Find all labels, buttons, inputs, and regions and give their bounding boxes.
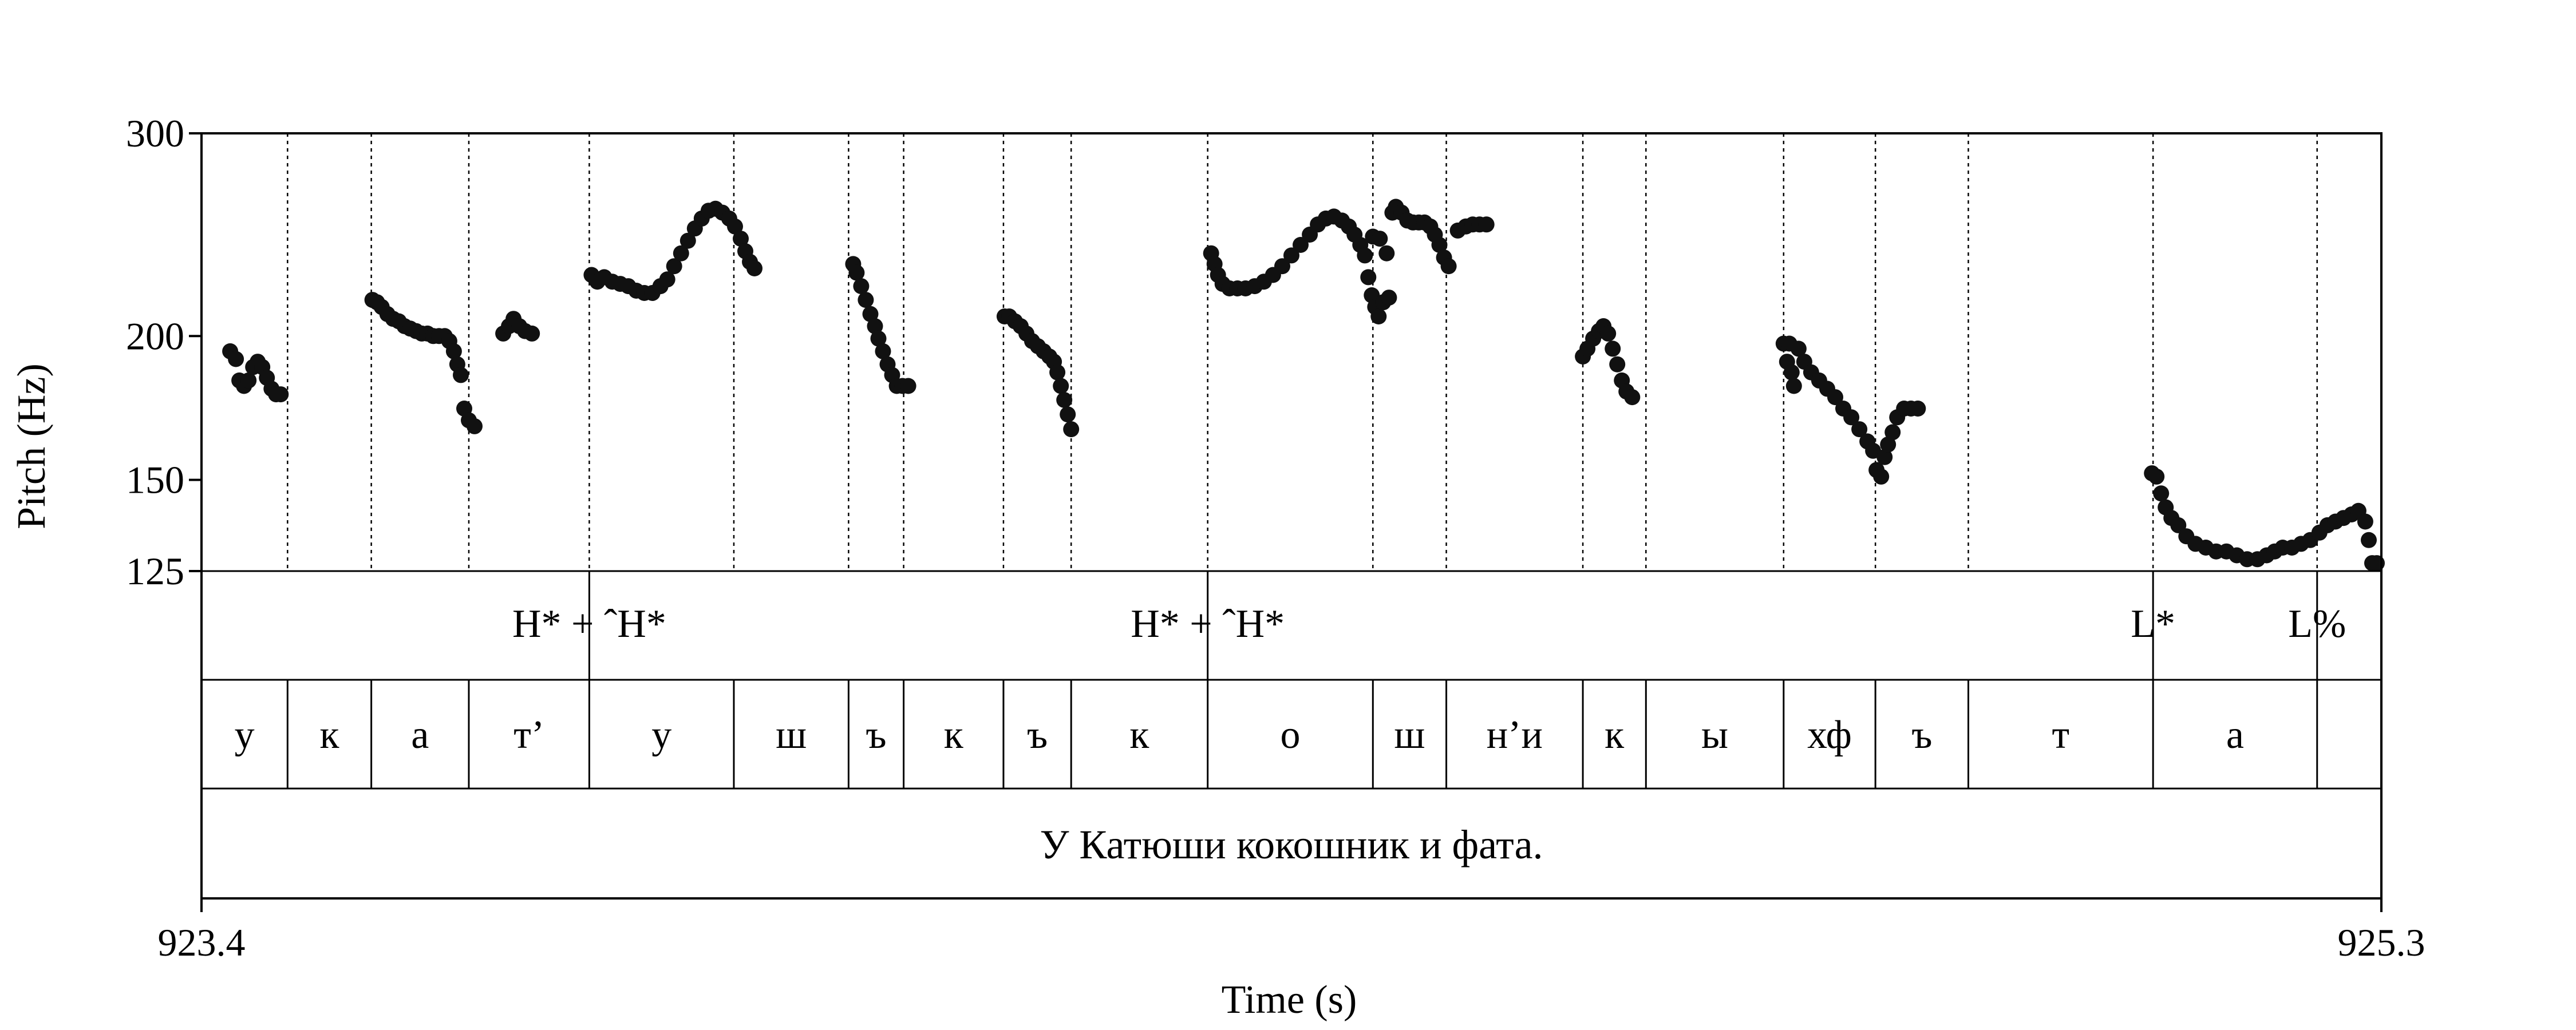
pitch-point-3-6	[524, 325, 540, 342]
pitch-point-5-8	[875, 343, 891, 359]
pitch-point-7-22	[1357, 247, 1373, 264]
pitch-point-7-26	[1370, 308, 1387, 324]
y-tick-label-1: 300	[126, 112, 184, 155]
y-tick-label-4: 125	[126, 549, 184, 593]
pitch-point-4-12	[666, 258, 682, 275]
pitch-plot	[222, 133, 2385, 572]
pitch-point-6-11	[1049, 364, 1066, 381]
segment-label-12: ш	[1394, 713, 1425, 757]
pitch-point-11-28	[2361, 532, 2377, 548]
pitch-point-10-25	[1910, 401, 1926, 417]
pitch-point-9-6	[1600, 325, 1617, 342]
pitch-point-8-2	[1372, 231, 1388, 247]
pitch-point-4-14	[679, 232, 696, 249]
pitch-point-7-12	[1283, 247, 1299, 264]
pitch-point-10-21	[1884, 424, 1901, 441]
segment-label-11: о	[1280, 713, 1300, 757]
pitch-point-10-14	[1851, 421, 1868, 438]
pitch-point-5-7	[870, 330, 887, 347]
segment-label-1: у	[235, 713, 255, 757]
pitch-point-6-14	[1060, 406, 1076, 423]
pitch-point-10-19	[1876, 449, 1893, 465]
pitch-point-7-11	[1274, 258, 1290, 275]
pitch-point-2-21	[467, 418, 483, 434]
segment-label-6: ш	[776, 713, 807, 757]
pitch-point-4-11	[659, 271, 675, 288]
pitch-point-5-2	[848, 264, 865, 281]
pitch-point-10-4	[1783, 364, 1800, 381]
pitch-point-5-6	[867, 318, 883, 334]
pitch-point-10-5	[1785, 378, 1802, 394]
pitch-point-8-20	[1478, 216, 1495, 233]
pitch-point-6-13	[1056, 392, 1073, 408]
tone-label-3: L*	[2131, 602, 2175, 646]
segment-label-7: ъ	[866, 713, 886, 757]
pitch-point-5-4	[858, 292, 874, 308]
pitch-point-1-2	[228, 351, 244, 367]
segment-label-16: хф	[1807, 713, 1852, 757]
x-tick-label-1: 923.4	[158, 921, 246, 964]
segment-label-10: к	[1129, 713, 1149, 757]
segment-label-3: а	[411, 713, 429, 757]
pitch-point-2-18	[453, 367, 469, 383]
y-tick-label-2: 200	[126, 314, 184, 358]
tone-label-1: H* + ˆH*	[512, 602, 666, 646]
pitch-point-4-22	[733, 231, 749, 247]
pitch-point-1-12	[272, 386, 289, 403]
segment-label-18: т	[2052, 713, 2070, 757]
pitch-point-4-25	[746, 260, 762, 276]
pitch-point-10-6	[1790, 340, 1807, 357]
pitch-point-4-13	[673, 245, 689, 262]
pitch-point-6-15	[1063, 421, 1080, 438]
pitch-point-6-12	[1053, 378, 1069, 394]
tone-label-2: H* + ˆH*	[1131, 602, 1285, 646]
segment-label-17: ъ	[1911, 713, 1932, 757]
axes: 300 200 150 125 923.4 925.3	[126, 112, 2425, 964]
pitch-point-8-3	[1378, 245, 1395, 262]
segment-label-4: т’	[513, 713, 544, 757]
segment-label-13: н’и	[1487, 713, 1543, 757]
pitch-point-7-23	[1360, 269, 1377, 286]
segment-label-14: к	[1605, 713, 1625, 757]
x-axis-title: Time (s)	[1222, 978, 1357, 1022]
pitch-point-8-15	[1440, 258, 1457, 275]
pitch-point-10-18	[1873, 468, 1890, 485]
plot-frame	[200, 132, 2383, 900]
y-axis-title: Pitch (Hz)	[10, 363, 54, 529]
x-tick-label-2: 925.3	[2338, 921, 2425, 964]
pitch-point-9-8	[1609, 356, 1626, 373]
segment-label-5: у	[651, 713, 671, 757]
pitch-point-7-28	[1381, 290, 1397, 306]
pitch-point-4-21	[727, 218, 743, 235]
tone-label-4: L%	[2288, 602, 2346, 646]
pitch-point-5-5	[862, 306, 879, 322]
pitch-point-10-13	[1843, 409, 1860, 426]
pitch-point-7-13	[1293, 237, 1309, 253]
pitch-point-11-3	[2153, 485, 2170, 502]
segment-label-2: к	[319, 713, 339, 757]
pitch-point-10-20	[1880, 436, 1897, 453]
segment-label-9: ъ	[1027, 713, 1048, 757]
annotation-tiers: H* + ˆH* H* + ˆH* L* L% у к а т’ у ш ъ к ъ к о ш н’и к ы хф…	[235, 571, 2346, 867]
segment-label-19: а	[2226, 713, 2244, 757]
pitch-point-5-13	[900, 378, 916, 394]
pitch-point-8-13	[1431, 237, 1448, 253]
pitch-point-9-7	[1605, 340, 1621, 357]
pitch-point-11-6	[2170, 517, 2187, 533]
segment-label-8: к	[944, 713, 964, 757]
pitch-point-2-16	[445, 343, 462, 359]
segment-label-15: ы	[1701, 713, 1728, 757]
pitch-point-10-11	[1827, 389, 1843, 406]
pitch-point-11-2	[2148, 468, 2165, 485]
pitch-point-11-27	[2357, 513, 2373, 530]
y-tick-label-3: 150	[126, 458, 184, 502]
sentence-label: У Катюши кокошник и фата.	[1040, 822, 1543, 867]
pitch-point-9-11	[1624, 389, 1641, 406]
pitch-point-5-3	[853, 278, 870, 295]
pitch-point-1-5	[240, 372, 257, 389]
